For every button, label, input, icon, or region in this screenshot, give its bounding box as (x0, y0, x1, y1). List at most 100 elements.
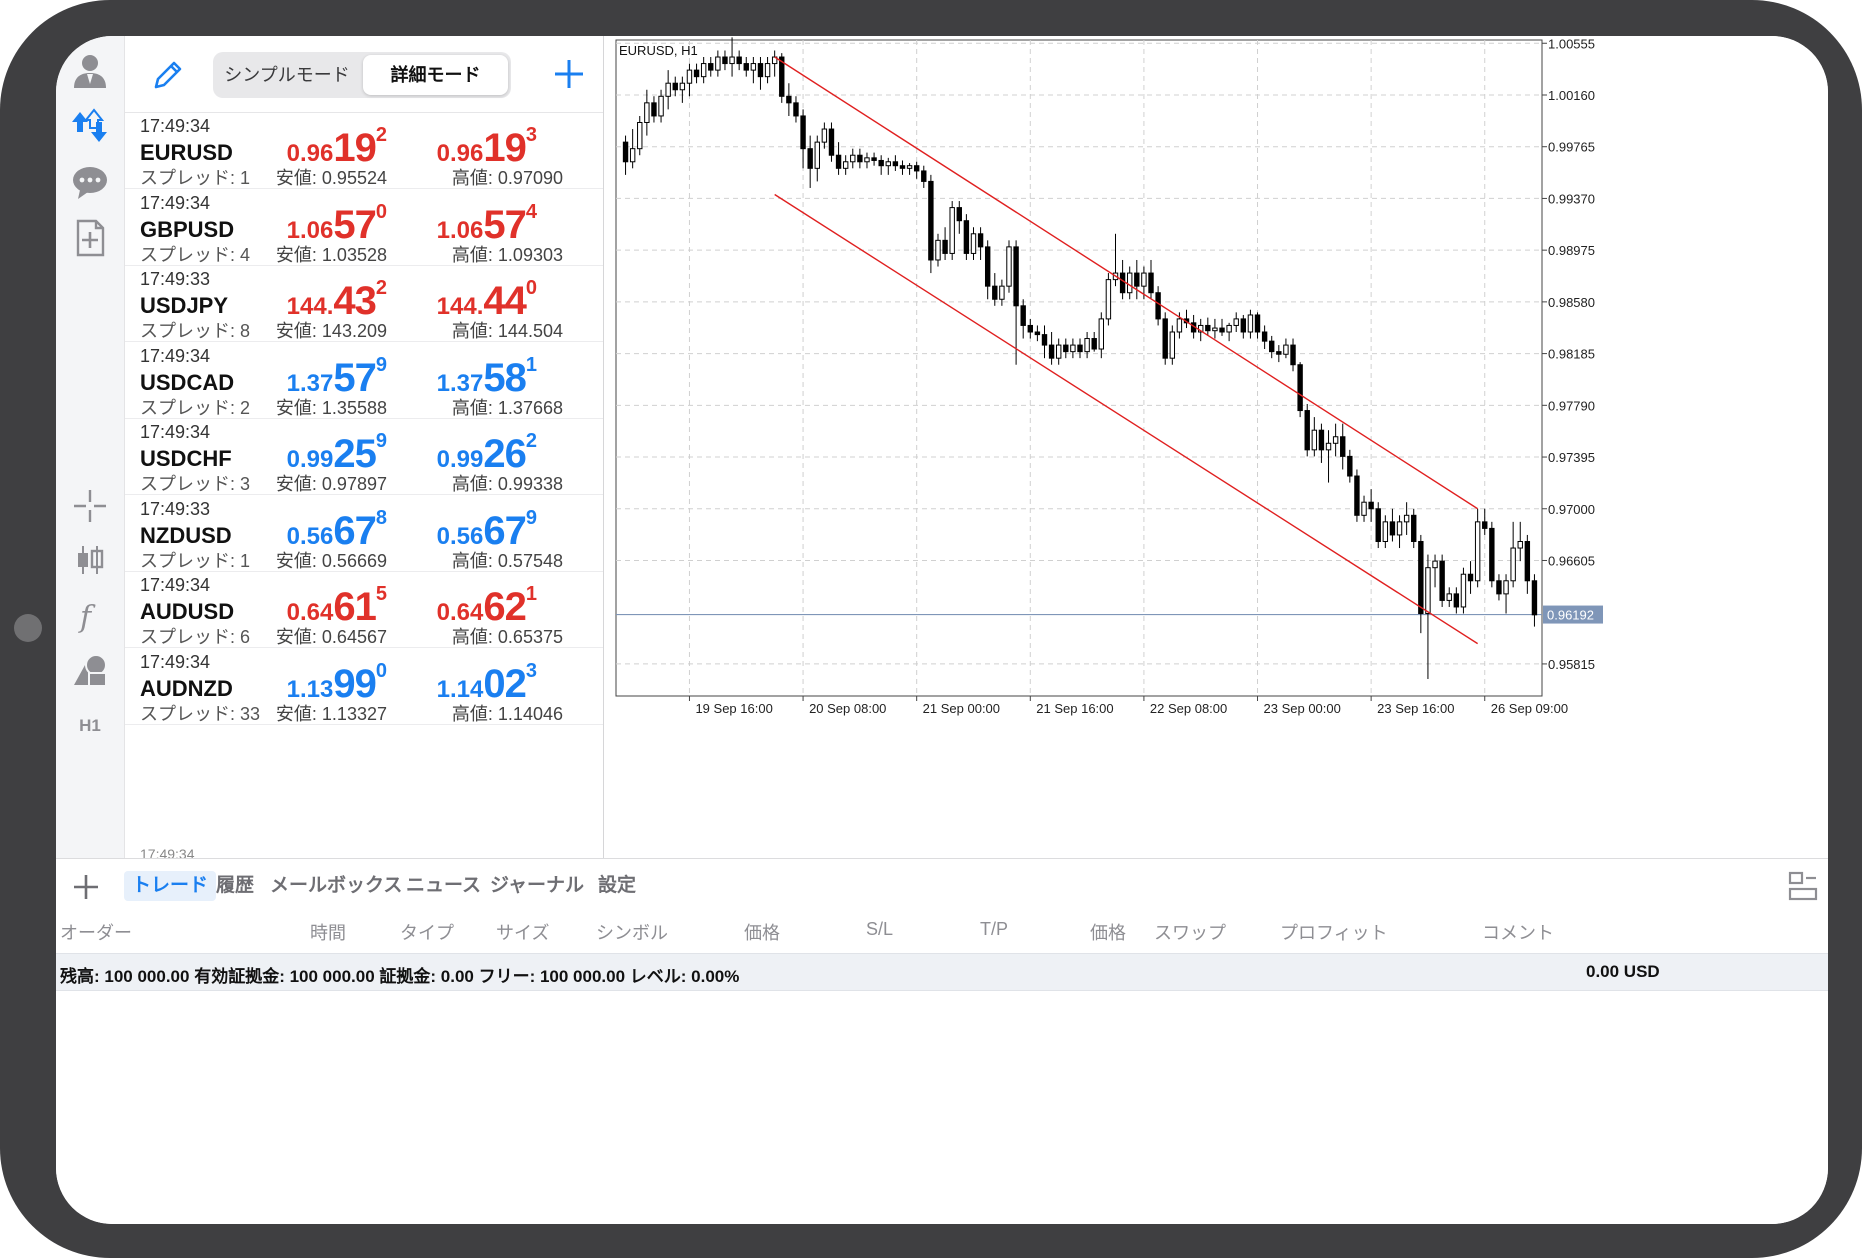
tab-settings[interactable]: 設定 (598, 875, 637, 896)
col-order[interactable]: オーダー (60, 923, 132, 943)
bid-price[interactable]: 0.99259 (257, 430, 387, 477)
candle-down (1290, 344, 1296, 366)
candle-down (1524, 540, 1531, 582)
quote-high: 高値: 0.57548 (451, 550, 563, 571)
bid-price[interactable]: 0.64615 (257, 583, 387, 630)
col-price[interactable]: 価格 (744, 923, 780, 943)
col-symbol[interactable]: シンボル (596, 923, 668, 943)
tab-history[interactable]: 履歴 (216, 875, 255, 896)
quote-low: 安値: 143.209 (275, 321, 387, 341)
candle-down (878, 159, 884, 167)
bid-price-prefix: 0.99 (286, 446, 334, 473)
candle-up (1517, 540, 1523, 549)
new-order-plus-icon[interactable] (68, 869, 104, 905)
tab-mailbox[interactable]: メールボックス (270, 875, 403, 896)
ask-price-prefix: 0.99 (436, 446, 484, 473)
col-comment[interactable]: コメント (1482, 923, 1554, 943)
col-swap[interactable]: スワップ (1154, 923, 1226, 943)
quote-spread: スプレッド: 1 (140, 550, 251, 571)
candle-up (1446, 593, 1452, 601)
candle-down (1205, 324, 1211, 332)
quote-row-gbpusd[interactable]: 17:49:34 GBPUSD スプレッド: 4 1.06570 1.06574 安値: … (125, 189, 603, 266)
bid-price[interactable]: 144.432 (257, 277, 387, 324)
candlestick-icon[interactable] (66, 536, 114, 584)
ask-price-pips: 58 (483, 355, 526, 400)
simple-mode-tab[interactable]: シンプルモード (224, 65, 350, 85)
ask-price[interactable]: 1.06574 (407, 201, 537, 248)
ask-price-fraction: 3 (525, 659, 537, 682)
candle-down (1411, 514, 1417, 542)
col-profit[interactable]: プロフィット (1280, 923, 1388, 943)
current-price-label: 0.96192 (1547, 608, 1594, 623)
col-sl[interactable]: S/L (866, 919, 894, 939)
candle-up (999, 285, 1005, 300)
objects-icon[interactable] (66, 646, 114, 694)
col-time[interactable]: 時間 (310, 923, 346, 943)
candle-up (665, 82, 671, 97)
timeframe-h1-icon[interactable]: H1 (66, 702, 114, 750)
user-icon[interactable] (66, 46, 114, 94)
ask-price[interactable]: 0.64621 (407, 583, 537, 630)
col-current-price[interactable]: 価格 (1090, 923, 1126, 943)
ask-price-pips: 67 (483, 508, 526, 553)
candle-down (1013, 246, 1019, 307)
detail-mode-tab[interactable]: 詳細モード (363, 55, 508, 95)
bid-price-prefix: 1.06 (286, 216, 334, 244)
bid-price-fraction: 9 (375, 430, 387, 452)
ask-price[interactable]: 1.14023 (407, 659, 537, 707)
candle-up (1247, 314, 1254, 333)
bid-price[interactable]: 1.37579 (257, 354, 387, 401)
quote-row-nzdusd[interactable]: 17:49:33 NZDUSD スプレッド: 1 0.56678 0.56679 安値: … (125, 495, 603, 572)
col-size[interactable]: サイズ (496, 923, 550, 943)
quote-row-usdcad[interactable]: 17:49:34 USDCAD スプレッド: 2 1.37579 1.37581 安値: … (125, 342, 603, 419)
candle-down (1269, 340, 1275, 353)
candle-down (1091, 338, 1097, 350)
bid-price[interactable]: 1.06570 (257, 201, 387, 248)
orders-column-header: オーダー 時間 タイプ サイズ シンボル 価格 S/L T/P 価格 スワップ … (56, 909, 1828, 953)
tab-news[interactable]: ニュース (406, 875, 482, 896)
chart-canvas[interactable]: 1.00555 1.00160 0.99765 0.99370 0.98975 0.985… (604, 36, 1828, 858)
y-tick-label: 0.97395 (1548, 450, 1595, 465)
bid-price[interactable]: 0.96192 (257, 124, 387, 171)
quote-symbol: AUDUSD (140, 599, 235, 624)
ask-price[interactable]: 1.37581 (407, 353, 537, 401)
bid-price-fraction: 2 (375, 277, 387, 299)
candle-up (1425, 567, 1431, 615)
tab-trade[interactable]: トレード (124, 871, 217, 901)
candle-down (1261, 331, 1268, 342)
candle-down (835, 154, 842, 169)
panel-layout-icon[interactable] (1786, 869, 1820, 903)
quote-row-audusd[interactable]: 17:49:34 AUDUSD スプレッド: 6 0.64615 0.64621 安値: … (125, 571, 603, 648)
quote-row-usdchf[interactable]: 17:49:34 USDCHF スプレッド: 3 0.99259 0.99262 安値: … (125, 418, 603, 495)
bid-price-fraction: 5 (375, 583, 387, 605)
function-icon[interactable]: f (66, 592, 114, 640)
crosshair-icon[interactable] (66, 482, 114, 530)
ask-price[interactable]: 0.99262 (407, 430, 537, 477)
bid-price-prefix: 0.64 (286, 599, 334, 626)
candle-up (1510, 547, 1516, 582)
quote-row-audnzd[interactable]: 17:49:34 AUDNZD スプレッド: 33 1.13990 1.14023 安値:… (125, 648, 603, 725)
candle-down (1020, 305, 1026, 326)
price-chart[interactable]: 1.00555 1.00160 0.99765 0.99370 0.98975 0.985… (604, 36, 1828, 858)
edit-pencil-icon[interactable] (151, 58, 185, 92)
col-tp[interactable]: T/P (980, 919, 1009, 939)
ask-price-fraction: 1 (525, 353, 537, 376)
bid-price[interactable]: 0.56678 (257, 507, 387, 554)
candle-up (679, 82, 686, 91)
quote-row-usdjpy[interactable]: 17:49:33 USDJPY スプレッド: 8 144.432 144.440 安値: … (125, 265, 603, 342)
candle-up (764, 63, 771, 78)
timeframe-label: H1 (79, 716, 101, 735)
new-document-icon[interactable] (66, 214, 114, 262)
add-symbol-icon[interactable] (551, 56, 587, 92)
tab-journal[interactable]: ジャーナル (490, 875, 585, 896)
ask-price[interactable]: 144.440 (407, 277, 537, 324)
ask-price[interactable]: 0.96193 (407, 124, 537, 171)
candle-up (1325, 442, 1332, 451)
bid-price[interactable]: 1.13990 (257, 660, 387, 707)
bid-price-prefix: 1.37 (286, 369, 334, 397)
col-type[interactable]: タイプ (400, 923, 454, 943)
ask-price[interactable]: 0.56679 (407, 507, 537, 554)
chat-icon[interactable] (66, 158, 114, 206)
trade-arrows-icon[interactable] (66, 102, 114, 150)
quote-row-eurusd[interactable]: 17:49:34 EURUSD スプレッド: 1 0.96192 0.96193 安値: … (125, 112, 603, 189)
